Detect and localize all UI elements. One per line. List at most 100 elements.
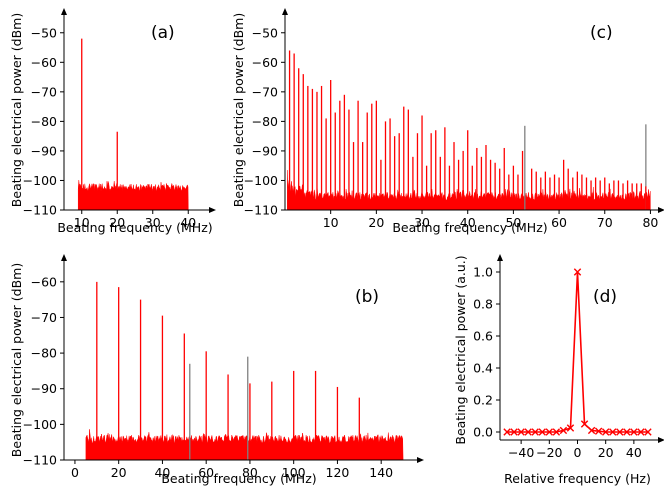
data-point — [552, 428, 561, 436]
y-tick-label: −90 — [31, 381, 57, 396]
data-point — [623, 428, 631, 436]
y-tick-label: −60 — [31, 55, 57, 70]
data-point — [559, 426, 568, 435]
x-tick-label: 20 — [111, 465, 127, 480]
y-tick-label: −70 — [31, 310, 57, 325]
panel-label: (a) — [151, 23, 175, 43]
y-axis-arrow — [282, 8, 288, 15]
x-tick-label: 40 — [154, 465, 170, 480]
y-axis-arrow — [497, 254, 503, 261]
y-tick-label: 0.8 — [473, 297, 493, 312]
y-axis-label: Beating electrical power (a.u.) — [453, 255, 468, 444]
y-tick-label: −50 — [31, 25, 57, 40]
data-point — [517, 428, 525, 436]
data-point — [524, 428, 532, 436]
x-axis-arrow — [417, 457, 424, 463]
y-axis-label: Beating electrical power (dBm) — [9, 263, 24, 457]
plot-area-a — [77, 38, 189, 210]
data-point — [644, 428, 652, 436]
y-tick-label: −90 — [252, 143, 278, 158]
y-tick-label: −100 — [23, 417, 57, 432]
y-axis-arrow — [61, 8, 67, 15]
x-tick-label: 0 — [71, 465, 79, 480]
y-axis-label: Beating electrical power (dBm) — [231, 13, 246, 207]
data-point — [630, 428, 638, 436]
x-tick-label: 20 — [368, 215, 384, 230]
data-point — [587, 426, 596, 435]
x-tick-label: 30 — [414, 215, 430, 230]
panel-label: (c) — [590, 23, 613, 43]
y-tick-label: 0.2 — [473, 393, 493, 408]
axes-a: −110 −100 −90 −80 −70 −60 −50 10 20 30 40 — [23, 8, 216, 230]
y-tick-label: −80 — [31, 114, 57, 129]
data-point — [503, 428, 511, 436]
panel-label: (d) — [593, 287, 617, 307]
y-tick-label: −60 — [31, 274, 57, 289]
x-tick-label: 120 — [326, 465, 350, 480]
data-point — [609, 428, 617, 436]
axes-b: −110 −100 −90 −80 −70 −60 0 20 40 60 80 100 120 140 — [23, 254, 424, 480]
y-tick-label: 0.6 — [473, 329, 493, 344]
x-tick-label: 40 — [460, 215, 476, 230]
y-tick-label: −100 — [244, 173, 278, 188]
x-tick-label: 50 — [505, 215, 521, 230]
y-tick-label: −80 — [31, 346, 57, 361]
x-tick-label: 100 — [282, 465, 306, 480]
x-tick-label: 40 — [180, 215, 196, 230]
data-point — [601, 428, 610, 436]
x-axis-label: Beating frequency (MHz) — [392, 220, 547, 235]
data-point — [637, 428, 645, 436]
y-tick-label: −70 — [252, 84, 278, 99]
x-tick-label: 70 — [597, 215, 613, 230]
data-point — [538, 428, 546, 436]
y-tick-label: −110 — [23, 203, 57, 218]
y-tick-label: 0.4 — [473, 361, 493, 376]
x-tick-label: 80 — [642, 215, 658, 230]
x-axis-label: Beating frequency (MHz) — [57, 220, 212, 235]
y-tick-label: 1.0 — [473, 265, 493, 280]
data-point — [566, 424, 575, 432]
y-tick-label: −100 — [23, 173, 57, 188]
y-tick-label: −110 — [23, 453, 57, 468]
data-point — [580, 420, 589, 428]
axes-d: 0.0 0.2 0.4 0.6 0.8 1.0 −40 −20 0 20 40 — [473, 254, 664, 460]
x-tick-label: 60 — [198, 465, 214, 480]
x-tick-label: 20 — [598, 445, 614, 460]
panel-b: −110 −100 −90 −80 −70 −60 0 20 40 60 80 100 120 140 Be… — [9, 254, 424, 486]
x-tick-label: 60 — [551, 215, 567, 230]
y-tick-label: −70 — [31, 84, 57, 99]
y-tick-label: 0.0 — [473, 425, 493, 440]
x-axis-arrow — [209, 207, 216, 213]
spectrum-line — [507, 271, 648, 433]
x-tick-label: 30 — [145, 215, 161, 230]
panel-c: −110 −100 −90 −80 −70 −60 −50 10 20 30 40 50 60 70 80 B… — [231, 8, 664, 235]
data-point — [573, 268, 582, 276]
x-tick-label: 40 — [626, 445, 642, 460]
x-axis-arrow — [658, 437, 664, 443]
y-axis-arrow — [61, 254, 67, 261]
data-point — [594, 427, 603, 435]
panel-label: (b) — [355, 287, 379, 307]
x-tick-label: 0 — [574, 445, 582, 460]
panel-d: 0.0 0.2 0.4 0.6 0.8 1.0 −40 −20 0 20 40 Relative fr… — [453, 254, 664, 486]
y-tick-label: −50 — [252, 25, 278, 40]
plot-area-b — [85, 281, 404, 460]
x-tick-label: 80 — [242, 465, 258, 480]
data-point — [510, 428, 518, 436]
data-point — [545, 428, 554, 436]
x-tick-label: 10 — [74, 215, 90, 230]
plot-area-c — [287, 50, 651, 210]
plot-area-d — [503, 268, 652, 436]
y-tick-label: −110 — [244, 203, 278, 218]
x-tick-label: 10 — [323, 215, 339, 230]
y-tick-label: −60 — [252, 55, 278, 70]
x-tick-label: 20 — [109, 215, 125, 230]
data-point — [531, 428, 539, 436]
y-tick-label: −80 — [252, 114, 278, 129]
noise-floor — [85, 429, 404, 460]
x-tick-label: −20 — [536, 445, 562, 460]
x-axis-arrow — [658, 207, 664, 213]
x-axis-label: Beating frequency (MHz) — [161, 471, 316, 486]
